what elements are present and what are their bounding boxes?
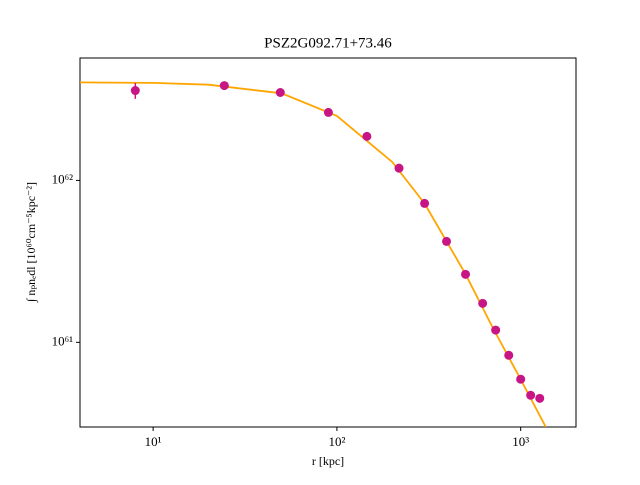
x-tick-label: 10²: [328, 434, 345, 449]
data-point: [461, 269, 471, 279]
x-axis-label: r [kpc]: [312, 454, 344, 468]
plot-frame: [79, 57, 577, 428]
data-point: [442, 236, 452, 246]
data-point: [491, 325, 501, 335]
data-point: [362, 131, 372, 141]
data-point: [219, 81, 229, 91]
x-tick-label: 10¹: [145, 434, 162, 449]
y-tick-label: 10⁶¹: [52, 333, 74, 348]
data-point: [535, 393, 545, 403]
data-point: [516, 374, 526, 384]
data-point: [275, 87, 285, 97]
data-point: [478, 298, 488, 308]
data-point: [323, 107, 333, 117]
model-line: [80, 81, 547, 427]
x-tick-label: 10³: [512, 434, 529, 449]
data-point: [394, 163, 404, 173]
data-point: [526, 390, 536, 400]
plot-area: [80, 81, 547, 427]
y-tick-label: 10⁶²: [52, 171, 74, 186]
chart-title: PSZ2G092.71+73.46: [264, 35, 392, 51]
data-point: [130, 86, 140, 96]
data-point: [420, 198, 430, 208]
y-axis-label: ∫ nₚnₑdl [10⁶⁰cm⁻⁵kpc⁻²]: [24, 182, 38, 303]
data-point: [504, 350, 514, 360]
